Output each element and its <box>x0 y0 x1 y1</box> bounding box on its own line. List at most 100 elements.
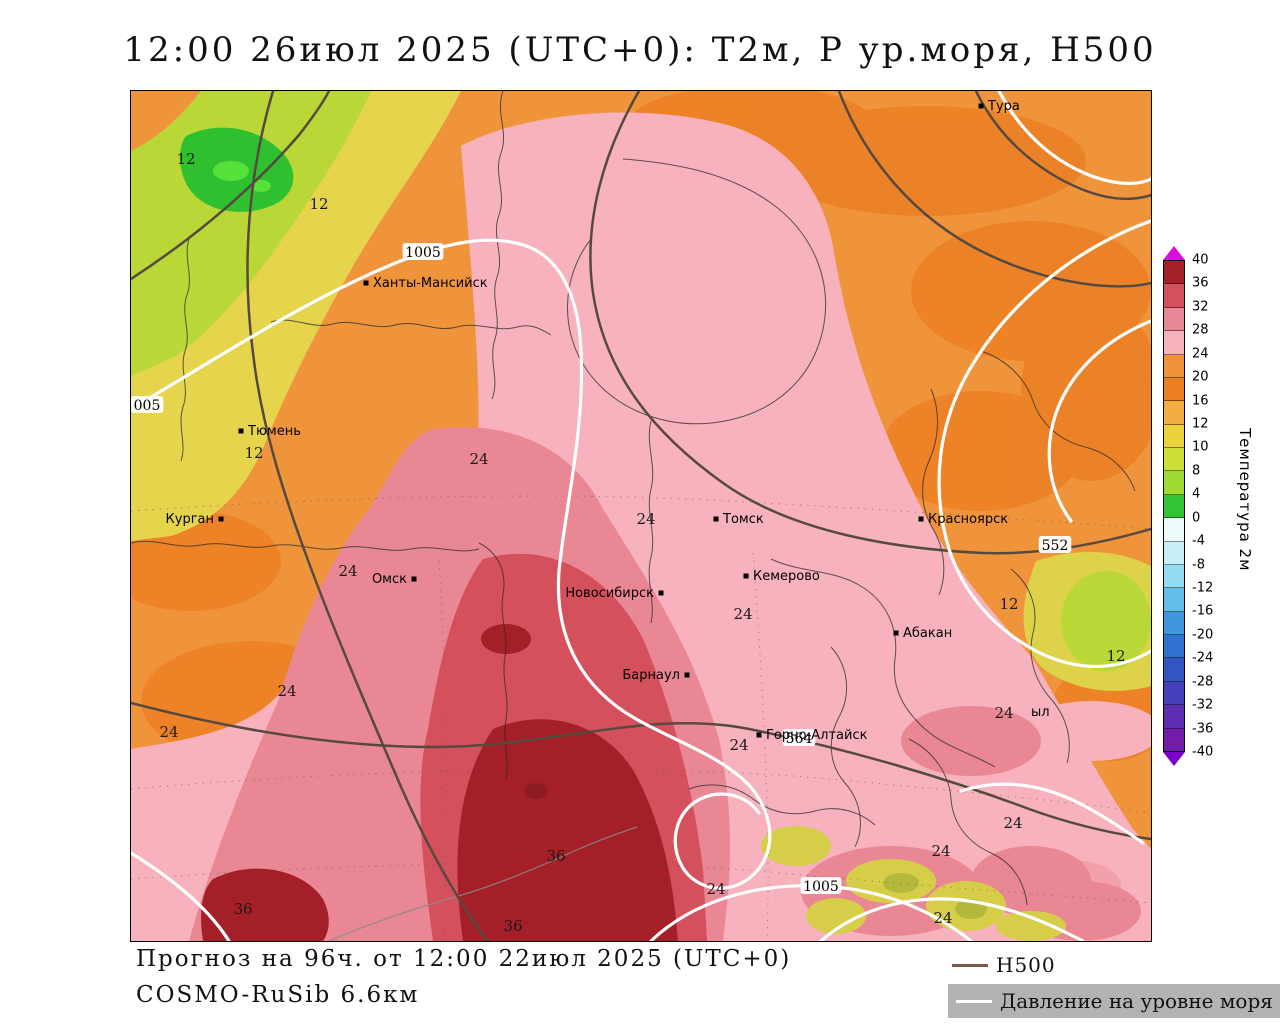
city-label: Томск <box>722 512 764 527</box>
city-label: Красноярск <box>928 512 1008 527</box>
colorbar-tick: -8 <box>1192 557 1205 573</box>
colorbar-tick: 10 <box>1192 439 1209 455</box>
temp-contour-label: 36 <box>546 847 565 865</box>
colorbar-band <box>1164 728 1184 751</box>
forecast-info-text: Прогноз на 96ч. от 12:00 22июл 2025 (UTC… <box>136 946 792 972</box>
colorbar-tick: 28 <box>1192 322 1209 338</box>
temp-contour-label: 24 <box>469 450 488 468</box>
temp-contour-label: 24 <box>706 880 725 898</box>
temp-contour-label: 24 <box>729 736 748 754</box>
contour-labels: 12 12 12 24 24 24 24 24 24 24 24 12 12 24 24 24 24 36 36 36… <box>131 150 1126 935</box>
colorbar-tick: -12 <box>1192 580 1214 596</box>
temp-contour-label: 24 <box>338 562 357 580</box>
temp-contour-label: 12 <box>176 150 195 168</box>
colorbar-tick: 36 <box>1192 275 1209 291</box>
temp-contour-label: 24 <box>636 510 655 528</box>
colorbar-tick: -24 <box>1192 650 1214 666</box>
contour-label-box <box>402 243 444 260</box>
contour-label-box <box>782 729 816 746</box>
h500-legend-label: H500 <box>996 953 1056 977</box>
colorbar-tick: -40 <box>1192 744 1214 760</box>
temp-region-salmon-e <box>901 706 1041 776</box>
city-marker <box>363 280 369 286</box>
model-info-text: COSMO-RuSib 6.6км <box>136 982 420 1008</box>
map-svg: 12 12 12 24 24 24 24 24 24 24 24 12 12 24 24 24 24 36 36 36… <box>131 91 1151 941</box>
h500-line-sample <box>952 963 988 967</box>
city-label: Кемерово <box>753 569 820 584</box>
pressure-legend-label: Давление на уровне моря <box>1000 989 1273 1013</box>
colorbar-band <box>1164 307 1184 332</box>
city-label: Ханты-Мансийск <box>373 276 488 291</box>
temp-region-darkred-spot <box>481 624 531 654</box>
temp-contour-label: 24 <box>1003 814 1022 832</box>
map-area: 12 12 12 24 24 24 24 24 24 24 24 12 12 24 24 24 24 36 36 36… <box>130 90 1152 942</box>
temp-contour-label: 36 <box>503 917 522 935</box>
colorbar-band <box>1164 681 1184 706</box>
temperature-colorbar <box>1163 246 1185 766</box>
city-marker <box>684 672 690 678</box>
temp-region-lime-east <box>1061 571 1151 671</box>
pressure-contour-label: 005 <box>134 398 161 414</box>
city-marker <box>743 573 749 579</box>
city-marker <box>218 516 224 522</box>
city-label: Тура <box>987 99 1020 114</box>
temp-region-darkred <box>457 719 678 941</box>
colorbar-title: Температура 2м <box>1236 428 1254 572</box>
city-label: Абакан <box>903 626 952 641</box>
colorbar-band <box>1164 377 1184 402</box>
pressure-line-sample <box>956 999 992 1003</box>
colorbar-tick: 4 <box>1192 486 1201 502</box>
colorbar-band <box>1164 541 1184 565</box>
colorbar-bands <box>1163 260 1185 752</box>
contour-label-box <box>131 396 164 413</box>
colorbar-tick: -20 <box>1192 627 1214 643</box>
city-markers: Тура Ханты-Мансийск Тюмень Курган Омск Томск Н… <box>166 99 1050 743</box>
colorbar-arrow-down <box>1163 752 1185 766</box>
city-marker <box>658 590 664 596</box>
temp-region-bright-green <box>213 161 249 181</box>
colorbar-tick: -32 <box>1192 697 1214 713</box>
city-marker <box>756 732 762 738</box>
h500-contour-label: 564 <box>786 731 813 747</box>
temp-region-darkest-spot <box>524 783 548 799</box>
colorbar-tick: -16 <box>1192 603 1214 619</box>
city-label: ыл <box>1031 705 1050 720</box>
city-marker <box>713 516 719 522</box>
colorbar-tick: 20 <box>1192 369 1209 385</box>
colorbar-band <box>1164 658 1184 682</box>
h500-contours <box>131 91 1151 941</box>
colorbar-arrow-up <box>1163 246 1185 260</box>
temp-contour-label: 24 <box>931 842 950 860</box>
city-marker <box>238 428 244 434</box>
graticule-dots <box>131 495 1151 941</box>
colorbar-tick: -36 <box>1192 721 1214 737</box>
colorbar-band <box>1164 284 1184 308</box>
pressure-contour-label: 1005 <box>803 879 839 895</box>
colorbar-tick: 24 <box>1192 346 1209 362</box>
pressure-contour-label: 1005 <box>405 245 441 261</box>
colorbar-band <box>1164 518 1184 542</box>
h500-contour-label: 552 <box>1042 538 1069 554</box>
temp-contour-label: 24 <box>933 909 952 927</box>
temp-contour-label: 12 <box>999 595 1018 613</box>
temp-region-bright-green-2 <box>251 180 271 192</box>
city-marker <box>978 103 984 109</box>
temp-region-orange-corner <box>131 91 201 151</box>
colorbar-band <box>1164 448 1184 472</box>
temp-contour-label: 12 <box>1106 647 1125 665</box>
colorbar-band <box>1164 401 1184 425</box>
temp-contour-label: 12 <box>309 195 328 213</box>
city-label: Горно-Алтайск <box>766 728 868 743</box>
temperature-field <box>131 91 1151 941</box>
colorbar-tick: 16 <box>1192 393 1209 409</box>
colorbar-band <box>1164 588 1184 612</box>
temp-contour-label: 24 <box>159 723 178 741</box>
colorbar-ticks: 40 36 32 28 24 20 16 12 10 8 4 0 -4 -8 -12 -16 -20 -24 -28… <box>1192 253 1238 760</box>
contour-label-box <box>800 877 842 894</box>
legend-pressure: Давление на уровне моря <box>948 984 1280 1018</box>
legend-h500: H500 <box>952 952 1056 978</box>
colorbar-tick: 40 <box>1192 252 1209 268</box>
temp-contour-label: 36 <box>233 900 252 918</box>
city-label: Барнаул <box>622 668 680 683</box>
city-label: Омск <box>372 572 407 587</box>
